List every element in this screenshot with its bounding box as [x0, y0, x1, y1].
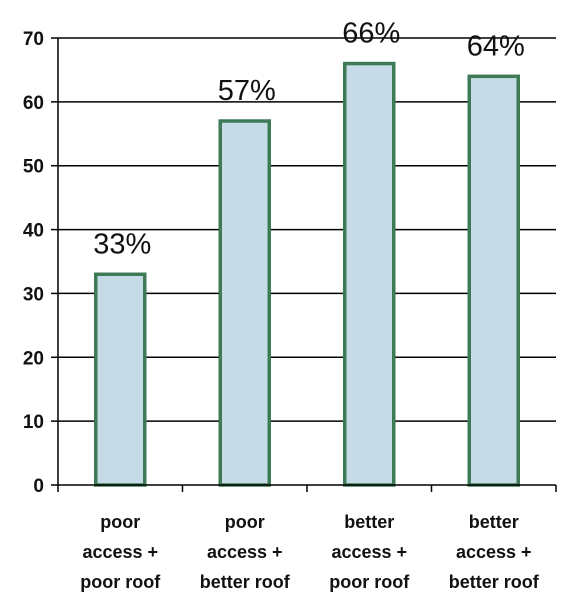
bars: [94, 61, 520, 487]
y-tick-label: 60: [23, 93, 44, 114]
data-label: 57%: [218, 75, 276, 107]
bar: [343, 61, 396, 487]
category-label-line: access +: [207, 542, 283, 562]
category-label-line: poor: [225, 512, 265, 532]
category-label-line: poor roof: [329, 572, 410, 592]
category-label: poor access + poor roof: [80, 512, 161, 592]
y-tick-label: 10: [23, 412, 44, 433]
category-label-line: access +: [456, 542, 532, 562]
data-label: 66%: [342, 18, 400, 50]
bar: [467, 74, 520, 487]
y-axis-tick-labels: 0 10 20 30 40 50 60 70: [23, 29, 58, 497]
category-label-line: access +: [82, 542, 158, 562]
category-label-line: poor roof: [80, 572, 161, 592]
data-labels: 33% 57% 66% 64%: [93, 18, 525, 261]
category-label-line: poor: [100, 512, 140, 532]
data-label: 33%: [93, 228, 151, 260]
y-tick-label: 40: [23, 221, 44, 242]
category-label: better access + better roof: [449, 512, 540, 592]
category-label-line: better: [469, 512, 519, 532]
category-label: better access + poor roof: [329, 512, 410, 592]
y-tick-label: 50: [23, 157, 44, 178]
y-tick-label: 30: [23, 284, 44, 305]
data-label: 64%: [467, 30, 525, 62]
y-tick-label: 0: [33, 476, 44, 497]
category-label-line: better: [344, 512, 394, 532]
axes: [57, 38, 557, 492]
category-label-line: better roof: [200, 572, 291, 592]
category-label: poor access + better roof: [200, 512, 291, 592]
category-label-line: access +: [331, 542, 407, 562]
bar: [94, 272, 147, 487]
bar: [218, 119, 271, 487]
y-tick-label: 70: [23, 29, 44, 50]
y-tick-label: 20: [23, 348, 44, 369]
category-label-line: better roof: [449, 572, 540, 592]
